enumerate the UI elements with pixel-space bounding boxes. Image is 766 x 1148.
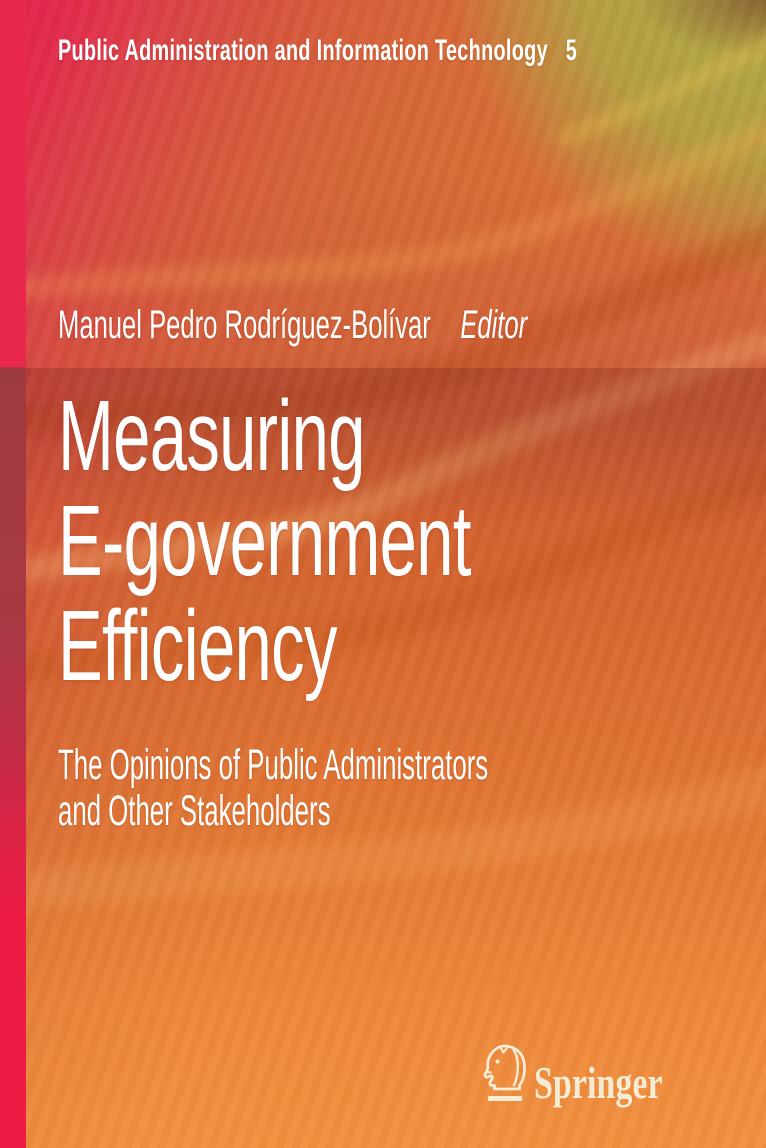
series-volume-number: 5 — [565, 34, 578, 67]
springer-knight-horse-icon — [483, 1044, 526, 1101]
series-line: Public Administration and Information Te… — [58, 34, 577, 68]
book-title: Measuring E-government Efficiency — [58, 384, 471, 699]
author-line: Manuel Pedro Rodríguez-Bolívar Editor — [58, 303, 527, 348]
book-title-line-1: Measuring — [58, 380, 365, 492]
book-title-line-3: Efficiency — [58, 590, 337, 702]
left-edge-stripe — [0, 0, 26, 1148]
book-subtitle: The Opinions of Public Administrators an… — [58, 742, 488, 834]
series-title: Public Administration and Information Te… — [58, 34, 548, 67]
editor-role-label: Editor — [460, 303, 528, 347]
book-title-line-2: E-government — [58, 485, 471, 597]
publisher-wordmark: Springer — [534, 1057, 663, 1108]
author-name: Manuel Pedro Rodríguez-Bolívar — [58, 303, 431, 347]
book-subtitle-line-2: and Other Stakeholders — [58, 787, 331, 835]
book-subtitle-line-1: The Opinions of Public Administrators — [58, 741, 489, 789]
title-area-shade-band — [0, 368, 766, 526]
